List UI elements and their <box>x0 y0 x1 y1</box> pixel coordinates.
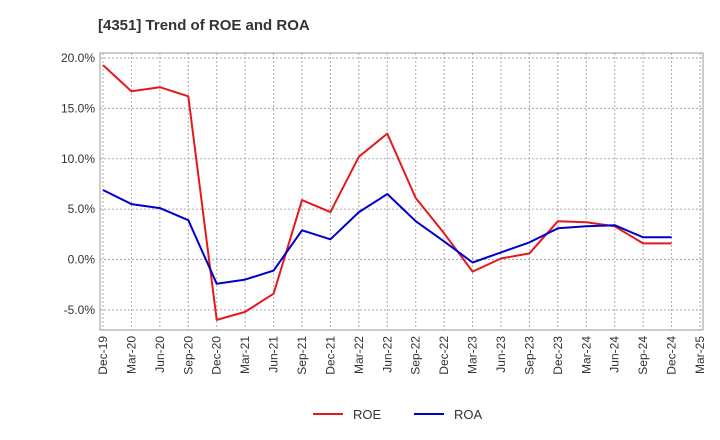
x-tick-label: Sep-23 <box>522 336 536 375</box>
x-tick-label: Jun-23 <box>494 336 508 373</box>
x-tick-label: Dec-23 <box>551 336 565 375</box>
x-axis: Dec-19 Mar-20 Jun-20 Sep-20 Dec-20 Mar-21 Jun-… <box>96 336 707 375</box>
legend: ROE ROA <box>313 407 483 422</box>
chart-title: [4351] Trend of ROE and ROA <box>98 17 310 34</box>
x-tick-label: Dec-21 <box>323 336 337 375</box>
y-axis: 20.0% 15.0% 10.0% 5.0% 0.0% -5.0% <box>61 51 95 317</box>
x-tick-label: Mar-24 <box>579 336 593 374</box>
y-tick-label: -5.0% <box>64 303 96 317</box>
legend-label-roa: ROA <box>454 407 483 422</box>
x-tick-label: Dec-24 <box>665 336 679 375</box>
x-tick-label: Mar-25 <box>693 336 707 374</box>
y-tick-label: 5.0% <box>68 202 96 216</box>
legend-label-roe: ROE <box>353 407 382 422</box>
x-tick-label: Jun-21 <box>267 336 281 373</box>
x-tick-label: Sep-22 <box>409 336 423 375</box>
x-tick-label: Dec-19 <box>96 336 110 375</box>
x-tick-label: Mar-22 <box>352 336 366 374</box>
plot-area <box>99 52 704 331</box>
series-line-roe <box>102 64 672 321</box>
x-tick-label: Sep-21 <box>295 336 309 375</box>
x-tick-label: Sep-24 <box>636 336 650 375</box>
series-lines <box>102 64 672 321</box>
x-tick-label: Dec-22 <box>437 336 451 375</box>
x-tick-label: Sep-20 <box>181 336 195 375</box>
x-tick-label: Mar-23 <box>466 336 480 374</box>
x-tick-label: Mar-21 <box>238 336 252 374</box>
y-tick-label: 15.0% <box>61 101 95 115</box>
series-line-roa <box>102 189 672 285</box>
x-tick-label: Jun-24 <box>608 336 622 373</box>
grid <box>100 53 703 330</box>
x-tick-label: Jun-20 <box>153 336 167 373</box>
y-tick-label: 0.0% <box>68 252 96 266</box>
x-tick-label: Mar-20 <box>124 336 138 374</box>
x-tick-label: Dec-20 <box>210 336 224 375</box>
y-tick-label: 20.0% <box>61 51 95 65</box>
y-tick-label: 10.0% <box>61 152 95 166</box>
x-tick-label: Jun-22 <box>380 336 394 373</box>
